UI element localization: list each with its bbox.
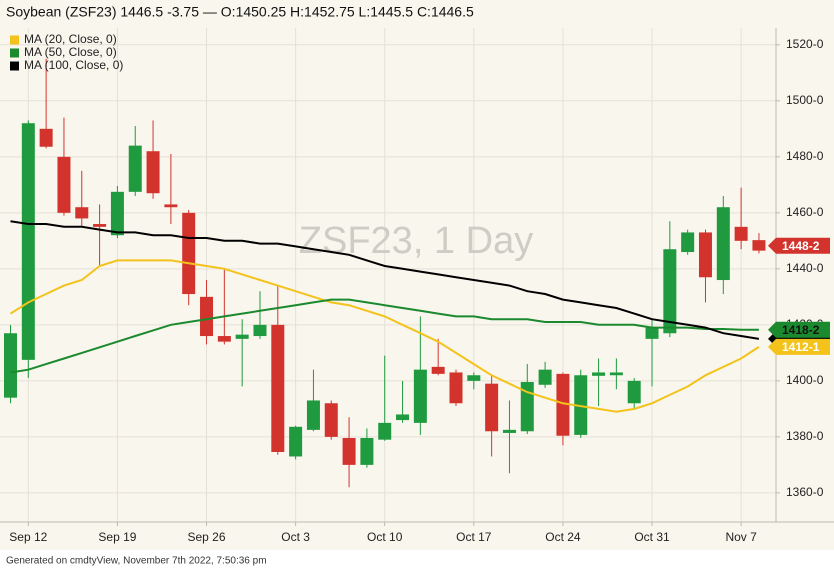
candle-body	[396, 414, 410, 421]
candle-body	[485, 383, 499, 432]
candle-body	[449, 372, 463, 404]
legend-label: MA (100, Close, 0)	[24, 58, 123, 72]
ma-line	[9, 259, 760, 413]
x-tick-label: Oct 24	[545, 530, 581, 544]
candle-body	[609, 372, 623, 376]
candle-body	[378, 422, 392, 440]
candle-body	[627, 380, 641, 404]
candle-body	[698, 232, 712, 278]
candle-body	[502, 429, 516, 433]
x-tick-label: Sep 12	[9, 530, 47, 544]
candle-body	[663, 249, 677, 334]
chart-background	[0, 0, 834, 550]
price-tag	[768, 237, 830, 254]
candle-body	[592, 372, 606, 376]
candle-body	[538, 369, 552, 385]
footer-text: Generated on cmdtyView, November 7th 202…	[6, 556, 267, 567]
candle-body	[360, 437, 374, 465]
footer-background	[0, 550, 834, 571]
x-tick-label: Oct 3	[281, 530, 310, 544]
x-tick-label: Sep 19	[98, 530, 136, 544]
candle-body	[324, 403, 338, 437]
watermark: ZSF23, 1 Day	[299, 220, 533, 262]
legend-label: MA (50, Close, 0)	[24, 45, 117, 59]
candle-body	[146, 151, 160, 194]
candle-body	[182, 212, 196, 295]
candle-body	[716, 207, 730, 281]
candle-body	[21, 123, 35, 360]
y-tick-label: 1460-0	[786, 205, 824, 219]
candle-body	[431, 366, 445, 374]
x-tick-label: Oct 10	[367, 530, 403, 544]
ma-line	[10, 220, 760, 340]
candle-body	[93, 224, 107, 227]
candle-body	[110, 191, 124, 236]
price-tag	[768, 338, 830, 355]
candle-body	[164, 204, 178, 208]
candle-body	[306, 400, 320, 430]
candle-body	[271, 324, 285, 452]
y-tick-label: 1500-0	[786, 93, 824, 107]
candle-body	[556, 373, 570, 436]
candle-body	[235, 334, 249, 339]
candle-body	[200, 296, 214, 337]
legend-label: MA (20, Close, 0)	[24, 32, 117, 46]
candle-body	[57, 156, 71, 213]
y-tick-label: 1480-0	[786, 149, 824, 163]
legend-swatch	[10, 48, 19, 58]
candle-body	[217, 336, 231, 342]
candle-body	[253, 324, 267, 337]
x-tick-label: Sep 26	[187, 530, 225, 544]
plot-layer	[4, 58, 766, 488]
price-tag-label: 1418-2	[782, 323, 820, 337]
candle-body	[467, 375, 481, 381]
y-tick-label: 1380-0	[786, 429, 824, 443]
y-tick-label: 1400-0	[786, 373, 824, 387]
y-tick-label: 1360-0	[786, 485, 824, 499]
x-tick-label: Nov 7	[725, 530, 757, 544]
candle-body	[645, 327, 659, 339]
chart-title: Soybean (ZSF23) 1446.5 -3.75 — O:1450.25…	[6, 4, 474, 20]
candle-body	[574, 375, 588, 435]
y-tick-label: 1440-0	[786, 261, 824, 275]
candle-body	[289, 426, 303, 457]
candle-body	[128, 145, 142, 192]
legend-swatch	[10, 61, 19, 71]
candle-body	[681, 232, 695, 253]
x-tick-label: Oct 31	[634, 530, 670, 544]
y-tick-label: 1520-0	[786, 37, 824, 51]
price-tag-label: 1412-1	[782, 340, 820, 354]
candle-body	[734, 226, 748, 241]
ma-line	[10, 298, 759, 374]
candle-body	[413, 369, 427, 423]
x-tick-label: Oct 17	[456, 530, 492, 544]
price-tag	[768, 321, 830, 338]
candle-body	[752, 240, 766, 251]
candle-body	[520, 381, 534, 432]
candle-body	[75, 207, 89, 219]
candle-body	[39, 128, 53, 147]
candle-body	[342, 437, 356, 465]
legend-swatch	[10, 35, 19, 45]
candle-body	[4, 333, 17, 398]
price-tag-label: 1448-2	[782, 239, 820, 253]
